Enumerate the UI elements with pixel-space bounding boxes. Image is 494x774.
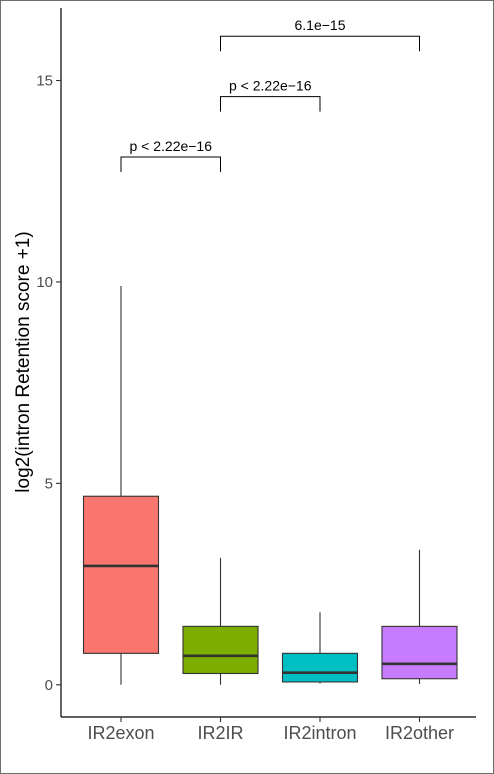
x-category-label: IR2intron [283,723,356,743]
box-ir2exon [82,285,160,685]
bracket-line [220,96,321,112]
comparison-bracket: p < 2.22e−16 [220,78,321,112]
y-tick-label: 0 [45,677,53,694]
iqr-box [381,625,458,680]
box-ir2intron [281,612,359,684]
iqr-box [82,495,160,654]
iqr-box [281,652,359,683]
x-category-label: IR2exon [87,723,154,743]
x-category-label: IR2IR [197,723,243,743]
bracket-line [120,156,221,173]
significance-brackets: p < 2.22e−16 p < 2.22e−16 6.1e−15 [120,17,420,173]
p-value-label: 6.1e−15 [295,17,346,33]
x-category-label: IR2other [385,723,454,743]
bracket-line [220,35,420,52]
category-labels: IR2exon IR2IR IR2intron IR2other [87,717,454,743]
p-value-label: p < 2.22e−16 [129,138,212,154]
y-tick-label: 15 [36,73,53,90]
boxes [82,285,458,685]
y-tick-label: 5 [45,475,53,492]
comparison-bracket: 6.1e−15 [220,17,420,52]
p-value-label: p < 2.22e−16 [229,78,312,94]
box-ir2other [381,549,458,684]
iqr-box [182,625,259,675]
comparison-bracket: p < 2.22e−16 [120,138,221,173]
y-tick-label: 10 [36,274,53,291]
box-ir2ir [182,557,259,685]
y-axis-title: log2(intron Retention score +1) [13,231,34,492]
y-ticks: 0 5 10 15 [36,73,61,694]
